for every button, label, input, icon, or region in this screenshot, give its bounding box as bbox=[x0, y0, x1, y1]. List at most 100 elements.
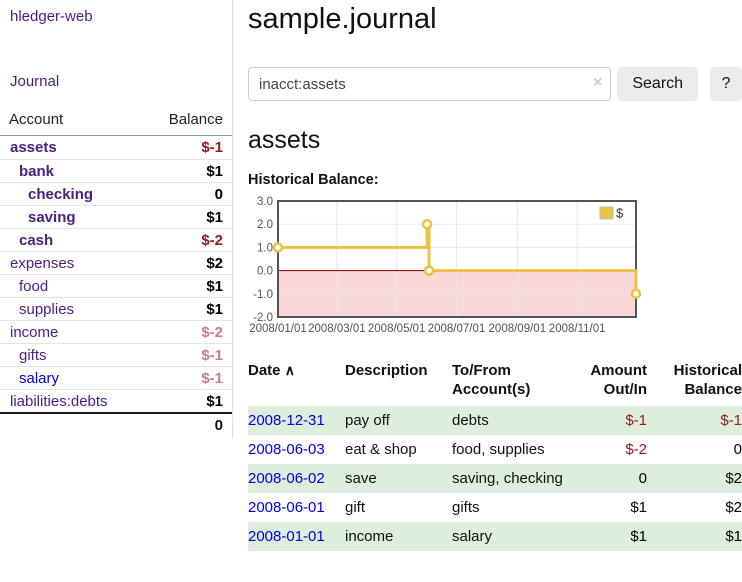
account-balance: $-2 bbox=[201, 231, 223, 249]
accounts-cell: food, supplies bbox=[452, 441, 545, 459]
register-row: 2008-06-03 eat & shop food, supplies $-2 0 bbox=[248, 435, 742, 464]
amount-cell: $1 bbox=[630, 528, 647, 546]
description-cell: pay off bbox=[345, 412, 390, 430]
sidebar-account-row: liabilities:debts $1 bbox=[0, 389, 232, 412]
search-field-wrap: × bbox=[248, 67, 612, 101]
account-balance: $1 bbox=[206, 208, 223, 226]
register-body: 2008-12-31 pay off debts $-1 $-1 2008-06-03 ea… bbox=[248, 406, 742, 552]
date-cell: 2008-06-03 bbox=[248, 435, 345, 464]
date-cell: 2008-06-01 bbox=[248, 493, 345, 522]
accounts-cell: debts bbox=[452, 412, 489, 430]
sidebar-account-row: assets $-1 bbox=[0, 136, 232, 159]
account-balance: $2 bbox=[206, 254, 223, 272]
y-axis-tick-label: -2.0 bbox=[253, 312, 273, 324]
account-balance: 0 bbox=[214, 185, 223, 203]
account-balance: $1 bbox=[206, 162, 223, 180]
chart-title: Historical Balance: bbox=[248, 172, 379, 188]
legend-swatch bbox=[599, 206, 614, 220]
transaction-date-link[interactable]: 2008-06-03 bbox=[248, 441, 325, 459]
accounts-cell: gifts bbox=[452, 499, 480, 517]
sidebar-account-link[interactable]: income bbox=[10, 323, 59, 341]
clear-search-icon[interactable]: × bbox=[593, 74, 603, 91]
transaction-date-link[interactable]: 2008-12-31 bbox=[248, 412, 325, 430]
amount-cell: $-1 bbox=[625, 412, 647, 430]
app-brand-link[interactable]: hledger-web bbox=[10, 8, 93, 25]
description-cell: eat & shop bbox=[345, 441, 417, 459]
help-button[interactable]: ? bbox=[710, 67, 742, 101]
description-cell: income bbox=[345, 528, 394, 546]
account-balance: $-1 bbox=[201, 139, 223, 156]
y-axis-tick-label: 1.0 bbox=[257, 242, 273, 254]
balance-cell: $2 bbox=[725, 470, 742, 488]
sidebar-account-link[interactable]: checking bbox=[28, 185, 94, 203]
col-header-description: Description bbox=[345, 362, 428, 379]
amount-cell: $1 bbox=[630, 499, 647, 517]
sidebar: hledger-web Journal Account Balance asse… bbox=[0, 0, 233, 438]
date-cell: 2008-06-02 bbox=[248, 464, 345, 493]
balance-cell: $-1 bbox=[720, 412, 742, 430]
col-header-balance: Historical Balance bbox=[673, 362, 742, 399]
account-balance: $-1 bbox=[201, 346, 223, 364]
account-heading: assets bbox=[248, 126, 321, 154]
description-cell: save bbox=[345, 470, 377, 488]
sidebar-account-row: food $1 bbox=[0, 274, 232, 297]
account-balance: $1 bbox=[206, 300, 223, 318]
register-header-row: Date ∧ Description To/From Account(s) Am… bbox=[248, 359, 742, 406]
register-row: 2008-06-01 gift gifts $1 $2 bbox=[248, 493, 742, 522]
transaction-date-link[interactable]: 2008-06-01 bbox=[248, 499, 325, 517]
y-axis-tick-label: -1.0 bbox=[253, 289, 273, 301]
sidebar-account-link[interactable]: assets bbox=[10, 139, 57, 156]
sidebar-account-link[interactable]: food bbox=[19, 277, 49, 295]
sidebar-account-row: checking 0 bbox=[0, 182, 232, 205]
legend-label: $ bbox=[616, 206, 624, 221]
sidebar-account-link[interactable]: saving bbox=[28, 208, 76, 226]
transaction-date-link[interactable]: 2008-06-02 bbox=[248, 470, 325, 488]
balance-cell: 0 bbox=[733, 441, 742, 459]
accounts-total-value: 0 bbox=[214, 416, 223, 434]
balance-cell: $2 bbox=[725, 499, 742, 517]
x-axis-tick-label: 2008/03/01 bbox=[308, 323, 366, 335]
sidebar-account-link[interactable]: liabilities:debts bbox=[10, 392, 108, 410]
balance-cell: $1 bbox=[725, 528, 742, 546]
search-bar: × Search ? bbox=[248, 67, 742, 101]
col-header-date[interactable]: Date ∧ bbox=[248, 359, 345, 406]
sidebar-account-link[interactable]: cash bbox=[19, 231, 54, 249]
register-table: Date ∧ Description To/From Account(s) Am… bbox=[248, 359, 742, 552]
sidebar-account-link[interactable]: expenses bbox=[10, 254, 75, 272]
date-cell: 2008-12-31 bbox=[248, 406, 345, 435]
sidebar-account-row: gifts $-1 bbox=[0, 343, 232, 366]
data-point-marker bbox=[272, 242, 284, 253]
account-balance: $-2 bbox=[201, 323, 223, 341]
register-row: 2008-06-02 save saving, checking 0 $2 bbox=[248, 464, 742, 494]
x-axis-tick-label: 2008/01/01 bbox=[249, 323, 307, 335]
sidebar-account-row: saving $1 bbox=[0, 205, 232, 228]
y-axis-tick-label: 0.0 bbox=[257, 266, 273, 278]
sidebar-account-link[interactable]: salary bbox=[19, 369, 60, 387]
plot-border bbox=[277, 200, 637, 318]
amount-cell: $-2 bbox=[625, 441, 647, 459]
sidebar-account-list: assets $-1 bank $1 checking 0 saving $1 cash $-2 e… bbox=[0, 136, 232, 412]
x-axis-tick-label: 2008/09/01 bbox=[489, 323, 547, 335]
sidebar-account-row: supplies $1 bbox=[0, 297, 232, 320]
sidebar-account-row: bank $1 bbox=[0, 159, 232, 182]
page-title: sample.journal bbox=[248, 3, 437, 35]
date-header-label: Date bbox=[248, 362, 281, 379]
sidebar-account-link[interactable]: bank bbox=[19, 162, 55, 180]
sidebar-account-row: expenses $2 bbox=[0, 251, 232, 274]
data-point-marker bbox=[421, 218, 433, 230]
sidebar-account-row: income $-2 bbox=[0, 320, 232, 343]
accounts-cell: saving, checking bbox=[452, 470, 563, 488]
sidebar-account-row: cash $-2 bbox=[0, 228, 232, 251]
transaction-date-link[interactable]: 2008-01-01 bbox=[248, 528, 325, 546]
y-axis-tick-label: 3.0 bbox=[257, 196, 273, 208]
search-button[interactable]: Search bbox=[617, 67, 699, 101]
sort-asc-icon: ∧ bbox=[284, 362, 295, 378]
x-axis-tick-label: 2008/11/01 bbox=[549, 323, 606, 335]
accounts-cell: salary bbox=[452, 528, 493, 546]
sidebar-account-link[interactable]: supplies bbox=[19, 300, 75, 318]
nav-journal-link[interactable]: Journal bbox=[10, 73, 60, 90]
sidebar-account-link[interactable]: gifts bbox=[19, 346, 47, 364]
search-input[interactable] bbox=[248, 67, 612, 101]
